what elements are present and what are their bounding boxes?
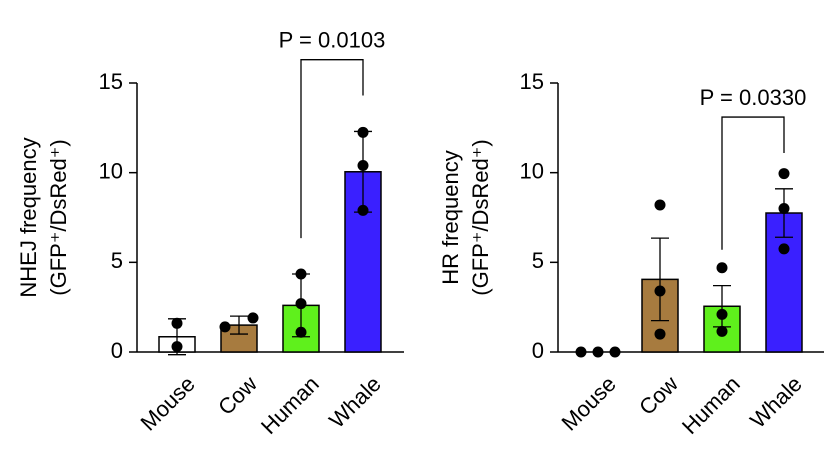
y-tick-label: 5 bbox=[111, 248, 123, 273]
data-point bbox=[716, 325, 728, 337]
data-point bbox=[778, 168, 790, 180]
y-axis-label: (GFP⁺/DsRed⁺) bbox=[468, 139, 493, 295]
y-axis-label: NHEJ frequency bbox=[16, 137, 41, 297]
data-point bbox=[716, 308, 728, 320]
y-tick-label: 10 bbox=[99, 158, 123, 183]
p-value-label: P = 0.0330 bbox=[700, 85, 807, 110]
x-tick-label: Human bbox=[256, 371, 324, 439]
data-point bbox=[357, 204, 369, 216]
error-bar bbox=[230, 315, 248, 335]
y-tick-label: 10 bbox=[520, 158, 544, 183]
data-point bbox=[654, 285, 666, 297]
x-tick-label: Whale bbox=[324, 371, 386, 433]
y-tick-label: 5 bbox=[532, 248, 544, 273]
significance-bracket bbox=[300, 59, 364, 239]
y-tick-label: 15 bbox=[99, 69, 123, 94]
significance-bracket bbox=[721, 116, 785, 250]
x-tick-label: Cow bbox=[213, 371, 262, 420]
x-tick-label: Cow bbox=[634, 371, 683, 420]
data-point bbox=[247, 312, 259, 324]
data-point bbox=[778, 203, 790, 215]
data-point bbox=[295, 268, 307, 280]
data-point bbox=[654, 328, 666, 340]
x-tick-label: Human bbox=[677, 371, 745, 439]
p-value-label: P = 0.0103 bbox=[279, 28, 386, 53]
data-point bbox=[609, 346, 621, 358]
error-bar bbox=[651, 237, 669, 322]
data-point bbox=[219, 321, 231, 333]
y-tick-label: 0 bbox=[532, 338, 544, 363]
data-point bbox=[778, 243, 790, 255]
data-point bbox=[171, 317, 183, 329]
data-point bbox=[575, 346, 587, 358]
data-point bbox=[654, 199, 666, 211]
data-point bbox=[357, 126, 369, 138]
data-point bbox=[295, 298, 307, 310]
data-point bbox=[171, 341, 183, 353]
data-point bbox=[592, 346, 604, 358]
x-tick-label: Mouse bbox=[556, 371, 620, 435]
x-tick-label: Whale bbox=[745, 371, 807, 433]
y-tick-label: 0 bbox=[111, 338, 123, 363]
data-point bbox=[716, 262, 728, 274]
data-point bbox=[357, 159, 369, 171]
x-tick-label: Mouse bbox=[135, 371, 199, 435]
y-tick-label: 15 bbox=[520, 69, 544, 94]
y-axis-label: (GFP⁺/DsRed⁺) bbox=[46, 139, 71, 295]
data-point bbox=[295, 326, 307, 338]
y-axis-label: HR frequency bbox=[438, 150, 463, 285]
